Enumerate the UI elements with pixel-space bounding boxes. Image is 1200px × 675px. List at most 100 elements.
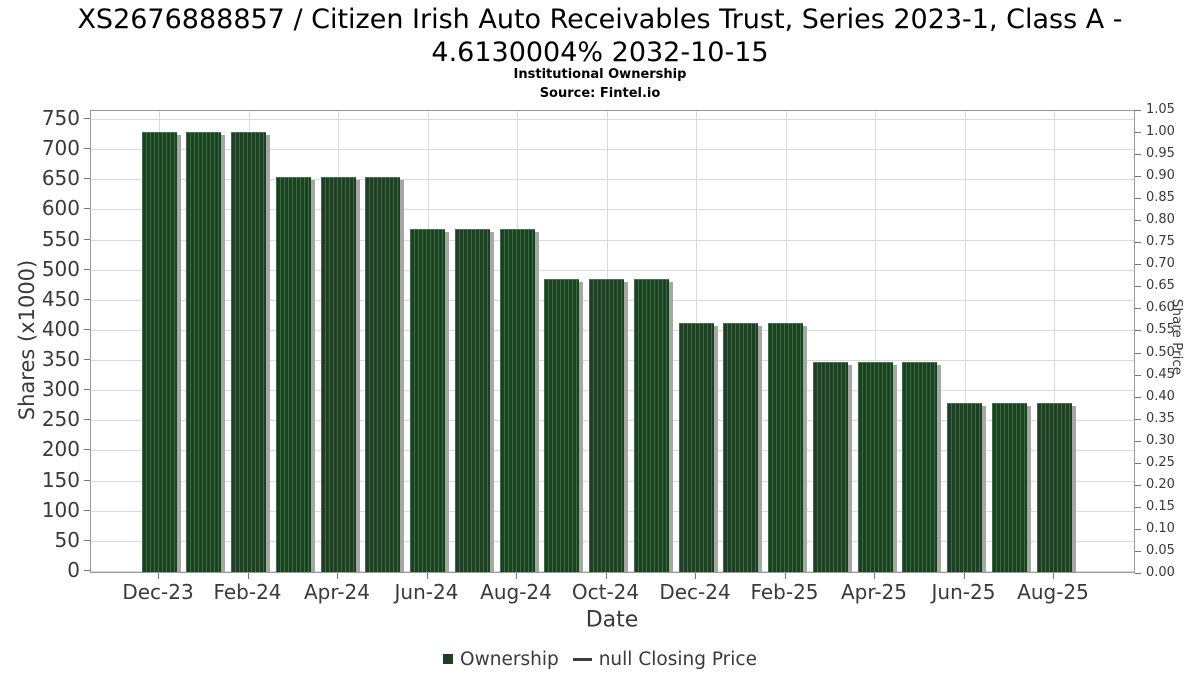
h-gridline [91,149,1134,151]
y-tick-label-left: 0 [67,558,80,582]
y-tick-label-right: 0.85 [1146,190,1175,206]
x-tickmark [158,573,159,579]
ownership-bar-Aug-24 [499,228,535,572]
y-tick-label-right: 0.05 [1146,542,1175,558]
h-gridline [91,119,1134,120]
x-tickmark [695,573,696,579]
y-tickmark-right [1135,418,1141,420]
ownership-bar-Jul-24 [454,228,490,572]
y-tick-label-left: 600 [41,196,80,221]
ownership-bar-Jan-24 [186,132,222,572]
chart-title-line2: 4.6130004% 2032-10-15 [431,37,769,68]
x-tickmark [784,573,786,579]
y-tickmark-right [1135,484,1141,486]
h-gridline [91,179,1134,181]
x-tick-label: Dec-23 [122,580,194,604]
y-tick-label-right: 0.30 [1146,432,1175,448]
y-tickmark-right [1135,506,1141,508]
y-tickmark-right [1135,154,1141,156]
ownership-bar-Oct-24 [589,278,624,572]
y-tickmark-right [1135,550,1141,552]
x-tick-label: Dec-24 [659,580,731,604]
v-gridline [964,111,966,572]
legend-item-closing-price: null Closing Price [572,648,757,670]
ownership-bar-Dec-23 [141,132,177,572]
v-gridline [1054,111,1055,572]
x-tick-label: Jun-24 [394,580,459,604]
y-tickmark-right [1135,374,1141,376]
chart-source-credit: Source: Fintel.io [539,86,661,101]
y-tickmark-right [1135,286,1141,288]
y-tickmark-right [1135,440,1141,442]
y-tickmark-right [1135,528,1141,530]
y-tick-label-left: 750 [41,106,80,130]
y-axis-label-left: Shares (x1000) [15,259,39,421]
ownership-bar-Nov-24 [633,278,669,572]
y-tick-label-left: 100 [41,497,80,522]
ownership-swatch-icon [443,654,454,664]
y-tickmark-right [1135,308,1141,310]
y-tickmark-right [1135,110,1141,111]
ownership-bar-Mar-25 [812,362,848,572]
y-tick-label-right: 1.05 [1146,102,1175,117]
x-tick-label: Feb-24 [213,580,282,604]
x-tickmark [605,573,607,579]
y-tickmark-right [1135,352,1141,354]
y-tickmark-right [1135,220,1141,222]
y-tick-label-right: 0.90 [1146,168,1175,184]
x-tick-label: Aug-25 [1017,580,1089,604]
y-tick-label-right: 0.20 [1146,476,1175,492]
y-tick-label-right: 0.25 [1146,454,1175,470]
y-tickmark-right [1135,264,1141,266]
y-tickmark-right [1135,573,1141,574]
y-axis-label-right: Share Price [1169,298,1185,376]
y-tick-label-right: 1.00 [1146,124,1175,140]
y-tickmark-right [1135,176,1141,178]
ownership-bar-May-24 [365,177,401,572]
x-tickmark [516,573,517,579]
y-tickmark-right [1135,330,1141,332]
y-tickmark-right [1135,396,1141,398]
y-tick-label-right: 0.40 [1146,388,1175,404]
y-tick-label-left: 650 [41,166,80,191]
closing-price-line-icon [572,657,592,661]
y-tickmark-right [1135,132,1141,134]
ownership-bar-Mar-24 [275,177,311,572]
ownership-bar-Apr-24 [320,177,356,572]
legend-label-closing-price: null Closing Price [598,648,757,670]
y-tick-label-right: 0.65 [1146,278,1175,294]
chart-title-line1: XS2676888857 / Citizen Irish Auto Receiv… [77,4,1123,35]
x-tickmark [426,573,428,579]
y-tick-label-left: 200 [41,437,80,462]
x-tick-label: Jun-25 [931,580,996,604]
y-tick-label-right: 0.75 [1146,234,1175,250]
y-tickmark-right [1135,462,1141,464]
y-tick-label-right: 0.10 [1146,520,1175,536]
x-tickmark [963,573,965,579]
x-tick-label: Oct-24 [571,580,640,604]
ownership-bar-Feb-24 [231,132,266,572]
y-tick-label-right: 0.00 [1146,565,1175,580]
x-axis-label: Date [585,607,639,633]
y-tick-label-right: 0.35 [1146,410,1175,426]
ownership-bar-Aug-25 [1036,403,1072,572]
x-tick-label: Apr-25 [841,580,907,604]
ownership-bar-Jun-24 [410,228,445,572]
y-tick-label-right: 0.80 [1146,212,1175,228]
y-tickmark-right [1135,242,1141,244]
x-tickmark [1053,573,1054,579]
ownership-bar-Apr-25 [857,362,893,572]
y-tick-label-left: 150 [41,467,80,492]
chart-subtitle: Institutional Ownership [513,67,687,82]
x-tick-label: Feb-25 [750,580,819,604]
ownership-bar-May-25 [902,362,938,572]
y-tick-label-left: 550 [41,226,80,251]
ownership-bar-Jun-25 [947,403,982,572]
x-tickmark [874,573,875,579]
plot-area [90,110,1135,573]
ownership-bar-Jan-25 [723,323,759,572]
legend: Ownership null Closing Price [0,645,1200,673]
y-tick-label-left: 700 [41,136,80,161]
x-tickmark [337,573,338,579]
